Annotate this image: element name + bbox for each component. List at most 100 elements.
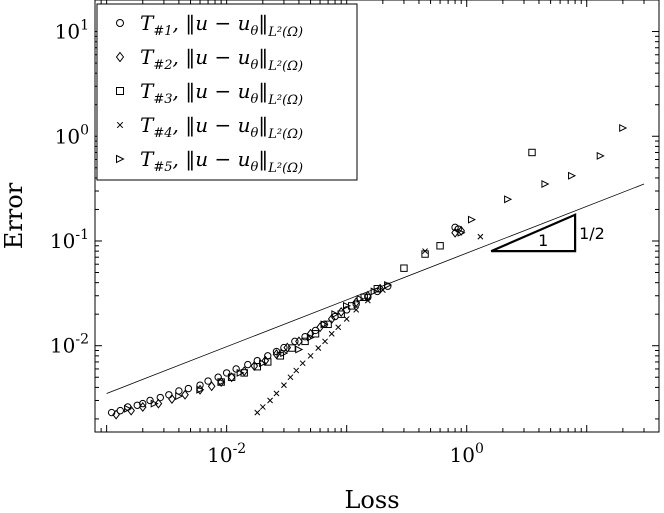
data-point-s1-7 — [156, 393, 165, 402]
series-5 — [124, 123, 628, 413]
slope-triangle — [490, 213, 577, 253]
legend-label-3: T#3, ‖u − uθ‖L²(Ω) — [140, 79, 303, 108]
series-4 — [254, 233, 484, 416]
data-point-s5-9 — [295, 345, 304, 354]
data-point-s4-6 — [287, 374, 294, 381]
data-point-s5-17 — [457, 228, 466, 237]
data-point-s5-4 — [196, 385, 205, 394]
data-point-s2-5 — [168, 393, 176, 405]
data-point-s5-14 — [356, 294, 365, 303]
legend-item-1: T#1, ‖u − uθ‖L²(Ω) — [116, 11, 303, 40]
data-point-s4-14 — [343, 316, 350, 322]
slope-run-label: 1 — [538, 231, 548, 250]
y-tick-label: 10-2 — [50, 332, 89, 358]
data-point-s5-22 — [596, 151, 605, 160]
data-point-s5-5 — [217, 378, 226, 387]
data-point-s5-18 — [467, 215, 476, 224]
data-point-s1-16 — [244, 360, 252, 369]
legend-marker-3 — [116, 87, 124, 95]
data-point-s4-4 — [273, 390, 280, 397]
data-point-s5-19 — [504, 195, 513, 204]
data-point-s2-10 — [227, 372, 236, 383]
data-point-s4-2 — [259, 404, 266, 410]
legend-item-2: T#2, ‖u − uθ‖L²(Ω) — [115, 45, 303, 74]
legend-item-5: T#5, ‖u − uθ‖L²(Ω) — [116, 147, 303, 176]
data-point-s1-18 — [264, 352, 272, 360]
data-point-s1-1 — [107, 408, 116, 417]
x-tick-label: 10-2 — [207, 441, 246, 467]
data-point-s5-15 — [370, 287, 379, 296]
data-point-s2-16 — [295, 336, 303, 347]
data-marks — [107, 123, 628, 420]
data-point-s5-23 — [619, 123, 628, 132]
data-point-s3-3 — [240, 369, 248, 377]
x-axis-label: Loss — [344, 486, 399, 513]
data-point-s4-11 — [322, 338, 328, 345]
slope-rise-label: 1/2 — [579, 224, 605, 243]
data-point-s2-3 — [138, 401, 147, 413]
data-point-s5-1 — [124, 404, 133, 413]
data-point-s2-18 — [316, 322, 324, 333]
y-tick-label: 100 — [55, 122, 89, 148]
data-point-s5-21 — [568, 171, 577, 180]
series-1 — [107, 223, 462, 417]
data-point-s4-7 — [293, 367, 300, 374]
data-point-s5-12 — [331, 310, 340, 319]
data-point-s2-15 — [283, 342, 292, 353]
data-point-s1-15 — [232, 365, 240, 373]
data-point-s4-15 — [353, 306, 360, 313]
legend-label-5: T#5, ‖u − uθ‖L²(Ω) — [140, 147, 303, 176]
x-tick-label: 100 — [450, 441, 484, 467]
legend-marker-4 — [116, 121, 124, 129]
data-point-s2-6 — [181, 389, 189, 400]
data-point-s4-19 — [477, 233, 484, 240]
data-point-s4-10 — [315, 345, 322, 351]
data-point-s1-6 — [146, 396, 154, 405]
data-point-s4-16 — [364, 297, 371, 304]
data-point-s1-5 — [139, 399, 147, 408]
y-axis-label: Error — [0, 182, 28, 249]
series-3 — [217, 148, 536, 386]
y-tick-label: 10-1 — [50, 227, 89, 253]
data-point-s5-3 — [175, 392, 184, 401]
data-point-s4-8 — [299, 360, 306, 367]
data-point-s4-3 — [267, 397, 273, 404]
data-point-s3-9 — [311, 330, 320, 338]
data-point-s2-1 — [112, 409, 120, 420]
data-point-s1-8 — [165, 391, 173, 399]
data-point-s1-14 — [222, 369, 231, 377]
legend-box — [96, 3, 358, 181]
data-point-s1-12 — [204, 377, 212, 385]
data-point-s3-18 — [528, 148, 536, 157]
data-point-s4-13 — [335, 324, 342, 331]
data-point-s3-10 — [324, 320, 332, 329]
data-point-s1-22 — [301, 332, 309, 341]
data-point-s2-7 — [196, 384, 204, 395]
legend: T#1, ‖u − uθ‖L²(Ω) T#2, ‖u − uθ‖L²(Ω) T#3,… — [96, 3, 358, 181]
data-point-s2-24 — [451, 227, 459, 238]
data-point-s2-4 — [154, 398, 163, 409]
data-point-s5-6 — [236, 368, 245, 377]
legend-marker-5 — [116, 154, 125, 164]
data-point-s5-20 — [541, 179, 550, 189]
data-point-s5-7 — [259, 359, 268, 368]
data-point-s2-21 — [352, 297, 361, 308]
data-point-s4-12 — [328, 330, 335, 337]
data-point-s3-5 — [264, 358, 272, 366]
data-point-s4-9 — [307, 352, 314, 359]
data-point-s3-2 — [227, 373, 236, 381]
data-point-s1-20 — [280, 343, 288, 352]
axis-ticks: 10-2 100 10-2 10-1 100 101 — [50, 0, 660, 467]
legend-marker-1 — [116, 19, 124, 27]
legend-label-1: T#1, ‖u − uθ‖L²(Ω) — [140, 11, 303, 40]
legend-item-4: T#4, ‖u − uθ‖L²(Ω) — [116, 113, 303, 142]
data-point-s5-10 — [306, 333, 315, 342]
axes-box — [94, 0, 660, 433]
data-point-s4-1 — [254, 409, 261, 416]
legend-label-4: T#4, ‖u − uθ‖L²(Ω) — [140, 113, 303, 142]
reference-line-group: 1 1/2 — [106, 183, 645, 394]
y-tick-label: 101 — [55, 18, 89, 44]
data-point-s1-2 — [116, 406, 125, 415]
legend-label-2: T#2, ‖u − uθ‖L²(Ω) — [140, 45, 303, 74]
legend-marker-2 — [115, 51, 125, 63]
